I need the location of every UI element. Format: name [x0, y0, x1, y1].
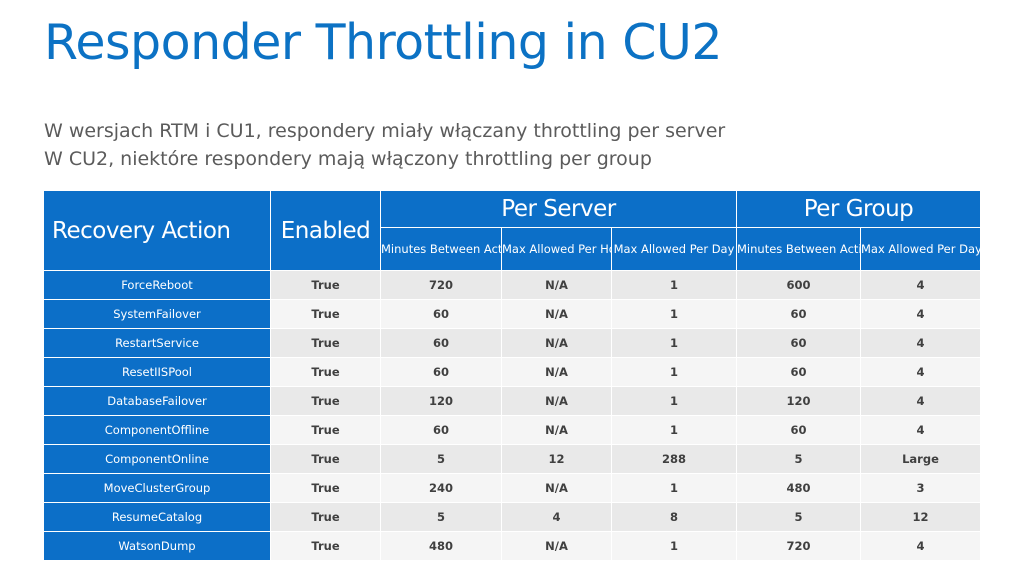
throttling-table: Recovery Action Enabled Per Server Per G… — [43, 190, 981, 561]
cell-ps-per-day: 1 — [611, 270, 737, 300]
cell-ps-minutes: 5 — [380, 502, 502, 532]
cell-ps-minutes: 5 — [380, 444, 502, 474]
cell-pg-minutes: 720 — [736, 531, 861, 561]
cell-enabled: True — [270, 270, 381, 300]
cell-ps-minutes: 60 — [380, 328, 502, 358]
cell-ps-per-hour: 4 — [501, 502, 612, 532]
cell-recovery-action: DatabaseFailover — [43, 386, 271, 416]
subheader-ps-per-hour: Max Allowed Per Hour — [501, 227, 612, 271]
table-row: ResumeCatalog True 5 4 8 5 12 — [43, 502, 981, 532]
cell-ps-minutes: 60 — [380, 357, 502, 387]
cell-pg-minutes: 5 — [736, 502, 861, 532]
cell-recovery-action: ResetIISPool — [43, 357, 271, 387]
cell-recovery-action: ComponentOnline — [43, 444, 271, 474]
cell-ps-per-day: 1 — [611, 473, 737, 503]
cell-ps-per-hour: N/A — [501, 473, 612, 503]
cell-enabled: True — [270, 299, 381, 329]
cell-ps-per-hour: N/A — [501, 328, 612, 358]
cell-pg-per-day: 4 — [860, 328, 981, 358]
cell-enabled: True — [270, 328, 381, 358]
cell-ps-per-hour: N/A — [501, 386, 612, 416]
cell-recovery-action: MoveClusterGroup — [43, 473, 271, 503]
cell-pg-per-day: 4 — [860, 357, 981, 387]
cell-ps-per-hour: N/A — [501, 299, 612, 329]
cell-pg-minutes: 480 — [736, 473, 861, 503]
cell-enabled: True — [270, 444, 381, 474]
cell-enabled: True — [270, 502, 381, 532]
cell-pg-minutes: 5 — [736, 444, 861, 474]
cell-pg-per-day: 12 — [860, 502, 981, 532]
cell-recovery-action: SystemFailover — [43, 299, 271, 329]
cell-pg-per-day: 4 — [860, 386, 981, 416]
cell-ps-per-hour: N/A — [501, 357, 612, 387]
table-row: MoveClusterGroup True 240 N/A 1 480 3 — [43, 473, 981, 503]
cell-recovery-action: RestartService — [43, 328, 271, 358]
cell-recovery-action: ForceReboot — [43, 270, 271, 300]
cell-ps-minutes: 60 — [380, 299, 502, 329]
table-row: SystemFailover True 60 N/A 1 60 4 — [43, 299, 981, 329]
cell-ps-minutes: 120 — [380, 386, 502, 416]
cell-ps-per-day: 1 — [611, 415, 737, 445]
cell-pg-per-day: 4 — [860, 415, 981, 445]
cell-enabled: True — [270, 415, 381, 445]
cell-ps-per-hour: N/A — [501, 415, 612, 445]
cell-pg-minutes: 60 — [736, 299, 861, 329]
cell-pg-minutes: 60 — [736, 328, 861, 358]
cell-pg-minutes: 600 — [736, 270, 861, 300]
cell-ps-minutes: 720 — [380, 270, 502, 300]
table-row: DatabaseFailover True 120 N/A 1 120 4 — [43, 386, 981, 416]
subtitle-line-2: W CU2, niektóre respondery mają włączony… — [44, 148, 652, 170]
cell-recovery-action: ResumeCatalog — [43, 502, 271, 532]
table-row: WatsonDump True 480 N/A 1 720 4 — [43, 531, 981, 561]
subtitle-line-1: W wersjach RTM i CU1, respondery miały w… — [44, 120, 726, 142]
table-row: ResetIISPool True 60 N/A 1 60 4 — [43, 357, 981, 387]
cell-ps-minutes: 60 — [380, 415, 502, 445]
cell-pg-minutes: 60 — [736, 357, 861, 387]
cell-ps-per-day: 288 — [611, 444, 737, 474]
cell-ps-per-hour: 12 — [501, 444, 612, 474]
cell-enabled: True — [270, 473, 381, 503]
cell-enabled: True — [270, 357, 381, 387]
subheader-pg-minutes: Minutes Between Actions — [736, 227, 861, 271]
subheader-pg-per-day: Max Allowed Per Day — [860, 227, 981, 271]
cell-recovery-action: ComponentOffline — [43, 415, 271, 445]
cell-ps-per-day: 1 — [611, 531, 737, 561]
header-per-server: Per Server — [380, 190, 737, 228]
cell-ps-per-day: 1 — [611, 357, 737, 387]
table-row: ComponentOnline True 5 12 288 5 Large — [43, 444, 981, 474]
cell-ps-per-day: 1 — [611, 299, 737, 329]
cell-ps-per-hour: N/A — [501, 270, 612, 300]
cell-pg-per-day: 3 — [860, 473, 981, 503]
cell-ps-minutes: 240 — [380, 473, 502, 503]
cell-pg-per-day: 4 — [860, 299, 981, 329]
cell-pg-minutes: 60 — [736, 415, 861, 445]
cell-ps-per-hour: N/A — [501, 531, 612, 561]
table-row: ForceReboot True 720 N/A 1 600 4 — [43, 270, 981, 300]
header-recovery-action: Recovery Action — [43, 190, 271, 271]
cell-ps-per-day: 8 — [611, 502, 737, 532]
subheader-ps-minutes: Minutes Between Actions — [380, 227, 502, 271]
cell-ps-minutes: 480 — [380, 531, 502, 561]
table-row: RestartService True 60 N/A 1 60 4 — [43, 328, 981, 358]
cell-enabled: True — [270, 386, 381, 416]
cell-ps-per-day: 1 — [611, 328, 737, 358]
cell-recovery-action: WatsonDump — [43, 531, 271, 561]
header-enabled: Enabled — [270, 190, 381, 271]
subheader-ps-per-day: Max Allowed Per Day — [611, 227, 737, 271]
cell-enabled: True — [270, 531, 381, 561]
cell-pg-per-day: Large — [860, 444, 981, 474]
cell-pg-per-day: 4 — [860, 531, 981, 561]
header-per-group: Per Group — [736, 190, 981, 228]
cell-pg-per-day: 4 — [860, 270, 981, 300]
table-row: ComponentOffline True 60 N/A 1 60 4 — [43, 415, 981, 445]
cell-pg-minutes: 120 — [736, 386, 861, 416]
cell-ps-per-day: 1 — [611, 386, 737, 416]
slide-title: Responder Throttling in CU2 — [44, 14, 723, 71]
